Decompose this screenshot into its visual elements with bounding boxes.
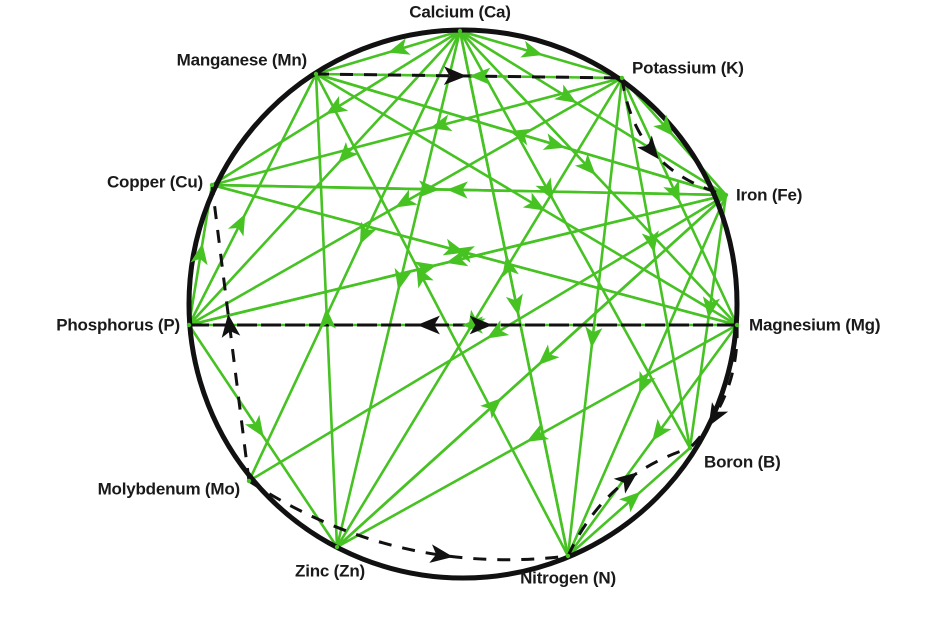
black-edge-Mo-N (248, 479, 569, 562)
green-arrowhead-Ca-Mn (388, 38, 411, 55)
green-edge-K-Zn (335, 76, 624, 549)
node-label-mo[interactable]: Molybdenum (Mo) (97, 479, 241, 499)
green-edge-Zn-Fe (335, 193, 728, 549)
green-arrowhead-Ca-Zn (394, 267, 412, 291)
black-edge-N-B (566, 446, 691, 557)
node-label-fe[interactable]: Iron (Fe) (736, 185, 803, 205)
green-arrowhead-Cu-Mg (442, 238, 466, 256)
green-arrowhead-Cu-Fe (418, 180, 440, 198)
green-edge-Cu-Mg (210, 183, 739, 327)
node-label-zn[interactable]: Zinc (Zn) (295, 561, 365, 581)
green-arrowhead-Mg-N (652, 418, 672, 441)
green-arrowhead-Fe-Mn (509, 128, 533, 146)
node-label-p[interactable]: Phosphorus (P) (56, 315, 180, 335)
node-label-n[interactable]: Nitrogen (N) (520, 568, 616, 588)
green-arrowhead-Fe-Zn (538, 344, 560, 365)
green-arrowhead-P-Cu (190, 243, 208, 266)
green-edge-P-Mn (187, 72, 318, 327)
green-edge-N-Mn (314, 72, 570, 558)
black-edge-Mg-B (688, 324, 739, 450)
black-edge-Mo-Cu (210, 184, 251, 482)
green-edge-K-Cu (210, 76, 624, 187)
green-arrowhead-Mn-Fe (542, 133, 566, 150)
node-point-b[interactable] (687, 445, 693, 451)
green-arrowhead-Ca-Cu (325, 95, 349, 115)
green-arrowhead-Zn-Mn (318, 307, 336, 330)
green-arrowhead-N-Mn (416, 265, 434, 289)
green-arrowhead-Fe-Cu (446, 181, 468, 199)
node-label-cu[interactable]: Copper (Cu) (106, 172, 203, 192)
node-point-k[interactable] (619, 75, 625, 81)
green-arrowhead-Zn-Fe (480, 398, 502, 419)
node-point-n[interactable] (565, 553, 571, 559)
green-arrowhead-Ca-Mg (574, 153, 596, 175)
node-label-k[interactable]: Potassium (K) (632, 58, 744, 78)
green-arrowhead-P-Zn (244, 414, 264, 438)
green-edge-Mn-Mg (314, 72, 739, 327)
green-edge-Fe-B (688, 193, 728, 450)
green-edge-Ca-P (187, 29, 462, 327)
green-arrowhead-Mg-Zn (526, 424, 550, 442)
green-arrowhead-N-Ca (501, 255, 519, 278)
green-arrowhead-N-B (618, 491, 641, 513)
black-arrowhead-Mo-Cu (221, 314, 241, 338)
node-label-mn[interactable]: Manganese (Mn) (176, 50, 308, 70)
node-label-ca[interactable]: Calcium (Ca) (409, 2, 511, 22)
green-arrowhead-Ca-Mo (359, 221, 377, 245)
green-edge-K-B (620, 76, 692, 450)
black-arrowhead-Mg-B (708, 402, 729, 427)
node-label-b[interactable]: Boron (B) (704, 452, 781, 472)
node-point-mg[interactable] (734, 322, 740, 328)
node-point-fe[interactable] (723, 192, 729, 198)
green-arrowhead-Mn-Mg (522, 192, 546, 211)
green-arrowhead-K-N (585, 326, 603, 349)
black-arrowhead-P-Mg (469, 315, 493, 335)
green-arrowhead-Ca-P (338, 142, 359, 164)
black-arrowhead-K-Fe (637, 135, 659, 160)
node-point-zn[interactable] (334, 544, 340, 550)
black-arrowheads (221, 66, 729, 563)
outer-circle (186, 27, 740, 581)
green-arrowhead-P-Mn (228, 213, 246, 237)
black-arrowhead-Mn-K (443, 66, 467, 86)
green-arrowhead-Ca-K (520, 40, 543, 58)
green-arrowhead-K-P (395, 189, 418, 208)
green-edge-N-Ca (458, 29, 570, 558)
green-edge-Ca-Fe (458, 29, 728, 197)
node-point-ca[interactable] (457, 28, 463, 34)
node-point-mo[interactable] (246, 478, 252, 484)
green-edge-Ca-Mn (314, 29, 462, 76)
green-arrowhead-Ca-Fe (554, 84, 577, 103)
green-arrowhead-K-Fe (653, 114, 674, 137)
green-arrowhead-Fe-Mo (486, 320, 510, 339)
node-point-p[interactable] (186, 322, 192, 328)
green-arrowhead-P-Fe (414, 261, 437, 279)
black-arrowhead-N-B (613, 472, 638, 494)
green-arrowhead-Fe-N (639, 371, 656, 394)
green-arrowhead-K-Cu (429, 114, 453, 132)
black-edge-Mn-K (315, 72, 623, 80)
green-arrowhead-K-B (641, 230, 659, 253)
green-arrowhead-Ca-N (505, 293, 523, 316)
green-edge-K-N (566, 76, 624, 558)
node-point-cu[interactable] (209, 182, 215, 188)
green-arrowhead-K-Mn (469, 67, 491, 85)
black-arrowhead-Mg-P (417, 315, 440, 335)
green-arrowhead-Fe-B (702, 296, 720, 319)
node-label-mg[interactable]: Magnesium (Mg) (749, 315, 881, 335)
green-edge-Cu-Fe (210, 183, 728, 197)
node-point-mn[interactable] (313, 71, 319, 77)
green-arrowhead-Ca-B (535, 177, 554, 200)
black-arrowhead-Mo-N (429, 544, 454, 563)
green-arrowhead-K-Mg (663, 179, 680, 203)
